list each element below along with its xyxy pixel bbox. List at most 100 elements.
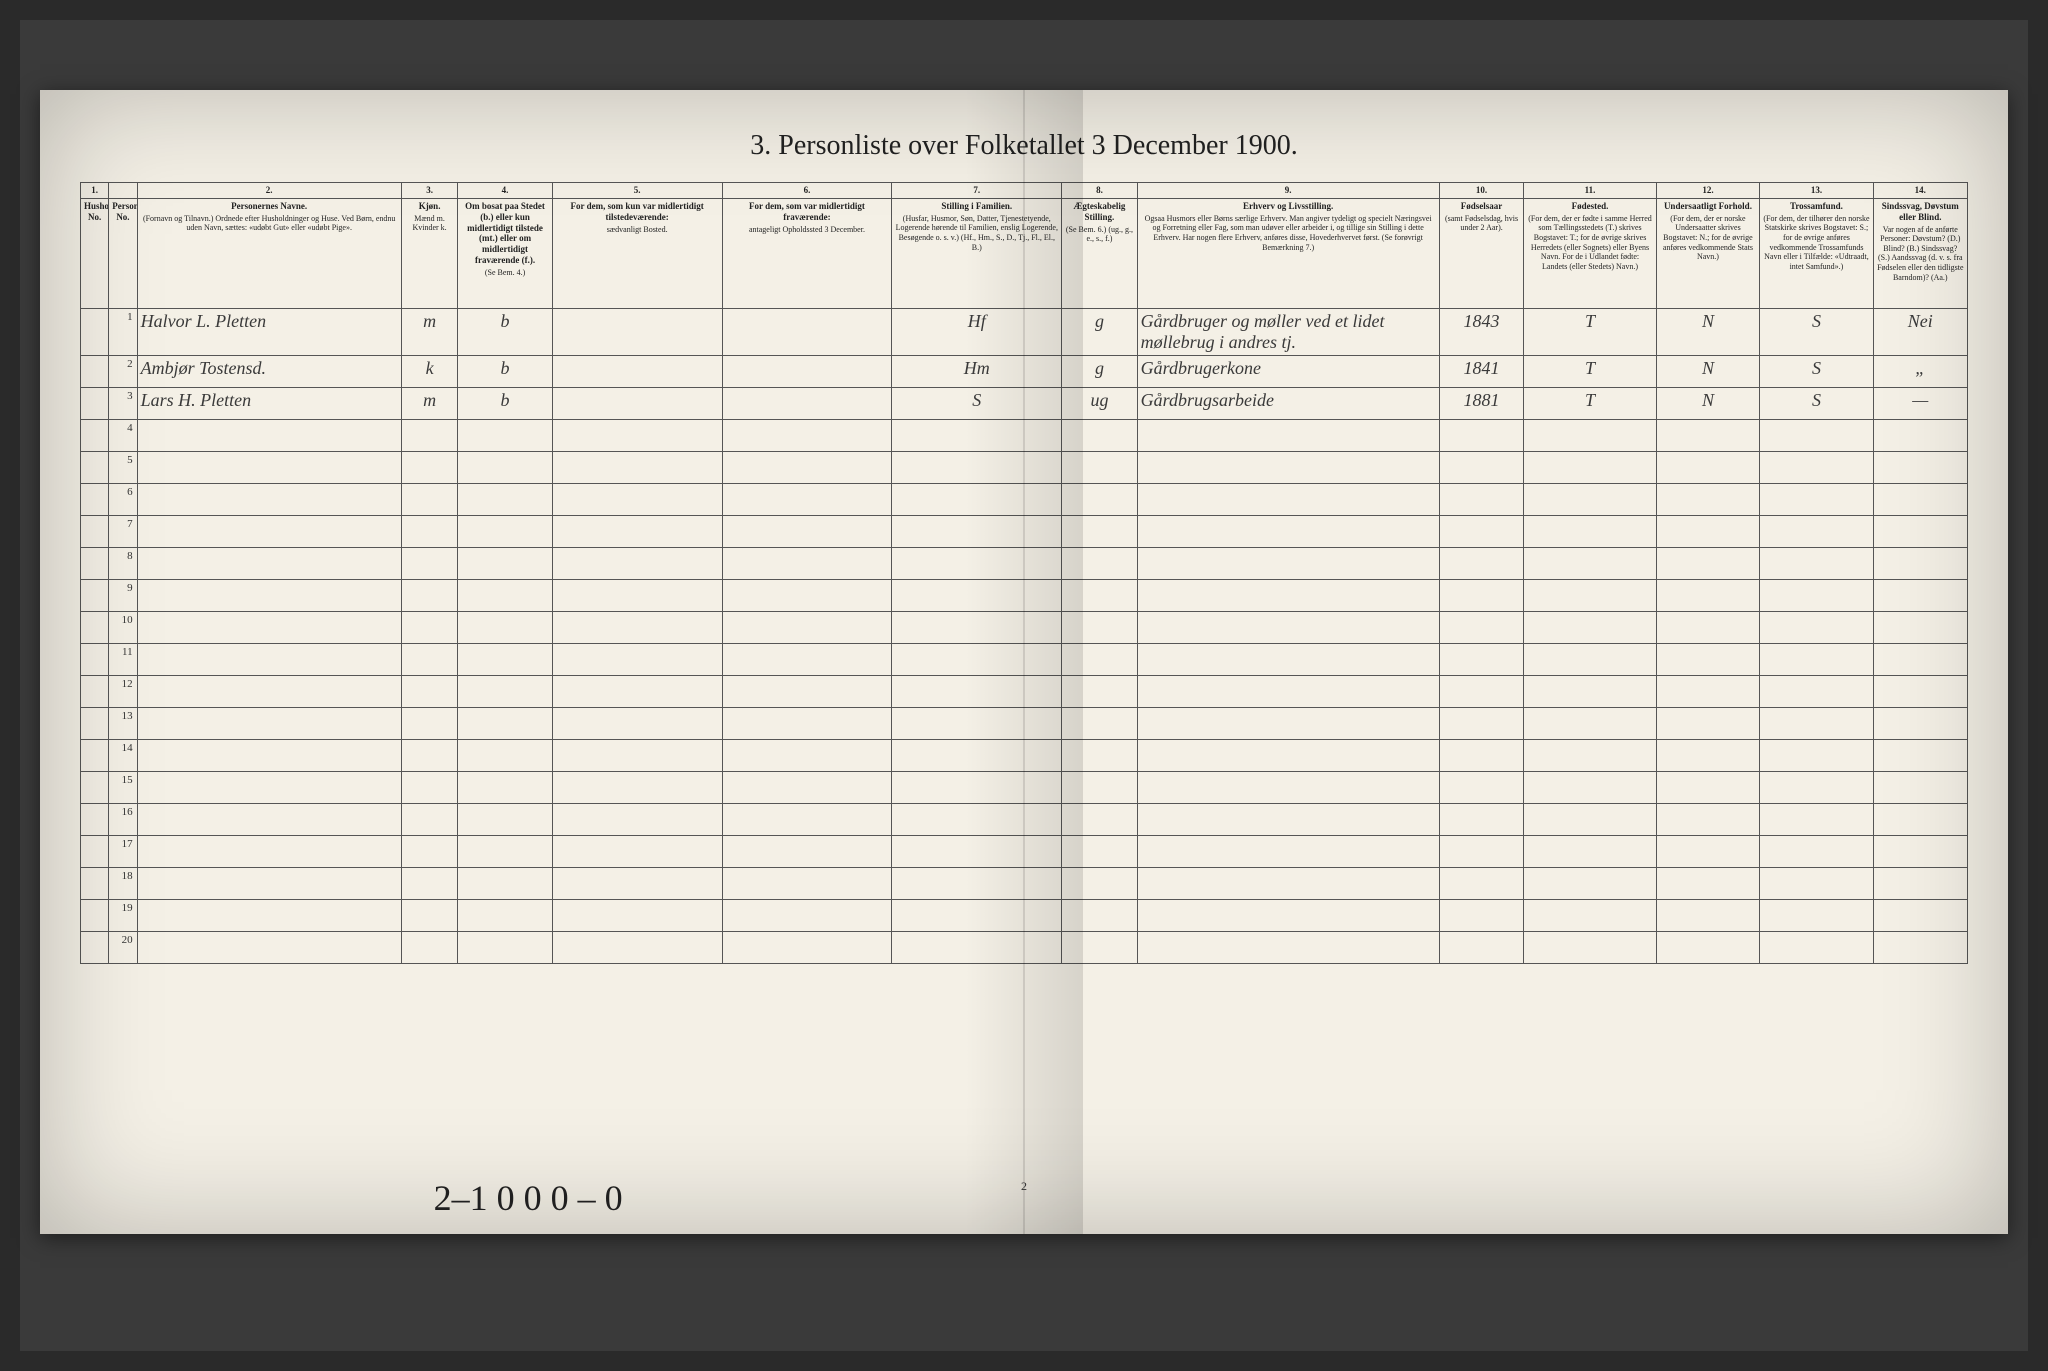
table-cell — [1873, 676, 1967, 708]
table-cell: 14 — [109, 740, 137, 772]
table-cell — [1137, 676, 1439, 708]
table-row: 10 — [81, 612, 1968, 644]
column-number: 2. — [137, 183, 401, 199]
table-cell — [1137, 740, 1439, 772]
table-cell — [1656, 772, 1760, 804]
table-cell — [1873, 420, 1967, 452]
table-cell — [1524, 868, 1656, 900]
column-number — [109, 183, 137, 199]
table-cell: 4 — [109, 420, 137, 452]
table-cell: 2 — [109, 356, 137, 388]
table-cell — [137, 548, 401, 580]
table-cell — [1137, 708, 1439, 740]
table-cell: Halvor L. Pletten — [137, 309, 401, 356]
table-cell — [552, 516, 722, 548]
column-number: 1. — [81, 183, 109, 199]
table-cell — [1656, 740, 1760, 772]
table-cell — [81, 516, 109, 548]
table-cell — [1873, 932, 1967, 964]
table-cell — [1524, 420, 1656, 452]
table-cell — [1873, 548, 1967, 580]
table-cell: 1841 — [1439, 356, 1524, 388]
table-cell — [892, 804, 1062, 836]
table-cell: T — [1524, 356, 1656, 388]
table-cell: 15 — [109, 772, 137, 804]
column-header: Undersaatligt Forhold.(For dem, der er n… — [1656, 199, 1760, 309]
table-cell — [552, 388, 722, 420]
table-cell — [892, 740, 1062, 772]
column-header: Stilling i Familien.(Husfar, Husmor, Søn… — [892, 199, 1062, 309]
table-cell — [552, 484, 722, 516]
table-cell: Lars H. Pletten — [137, 388, 401, 420]
table-cell — [1760, 516, 1873, 548]
table-cell — [1524, 452, 1656, 484]
table-cell: 8 — [109, 548, 137, 580]
table-cell — [1439, 932, 1524, 964]
table-cell — [1062, 932, 1137, 964]
table-cell — [892, 452, 1062, 484]
table-cell — [552, 708, 722, 740]
table-cell — [1760, 708, 1873, 740]
column-header: For dem, som var midlertidigt fraværende… — [722, 199, 892, 309]
table-cell — [1760, 452, 1873, 484]
column-number: 4. — [458, 183, 552, 199]
table-cell — [1873, 516, 1967, 548]
table-cell — [1439, 420, 1524, 452]
table-cell — [1760, 836, 1873, 868]
table-cell — [1062, 580, 1137, 612]
table-cell — [1439, 772, 1524, 804]
table-row: 4 — [81, 420, 1968, 452]
table-cell — [892, 548, 1062, 580]
column-header: Om bosat paa Stedet (b.) eller kun midle… — [458, 199, 552, 309]
table-cell — [81, 644, 109, 676]
table-cell — [1656, 644, 1760, 676]
table-cell — [81, 484, 109, 516]
table-cell — [458, 804, 552, 836]
table-cell — [1760, 868, 1873, 900]
table-row: 11 — [81, 644, 1968, 676]
table-cell — [722, 644, 892, 676]
column-number: 8. — [1062, 183, 1137, 199]
table-cell — [1439, 516, 1524, 548]
table-cell — [892, 836, 1062, 868]
table-cell — [722, 932, 892, 964]
table-cell — [1524, 772, 1656, 804]
table-cell — [1439, 676, 1524, 708]
table-cell — [1062, 900, 1137, 932]
table-cell — [1760, 804, 1873, 836]
table-cell — [1656, 708, 1760, 740]
table-cell — [552, 676, 722, 708]
table-cell — [401, 580, 458, 612]
table-cell — [722, 452, 892, 484]
table-cell — [1137, 804, 1439, 836]
table-cell: Hf — [892, 309, 1062, 356]
table-cell — [552, 548, 722, 580]
table-cell — [401, 900, 458, 932]
table-cell — [1062, 484, 1137, 516]
table-cell: Gårdbrugsarbeide — [1137, 388, 1439, 420]
table-cell — [552, 580, 722, 612]
table-cell — [458, 772, 552, 804]
table-cell — [1760, 548, 1873, 580]
table-cell: 18 — [109, 868, 137, 900]
table-cell — [1524, 644, 1656, 676]
table-cell — [1873, 836, 1967, 868]
table-cell: 16 — [109, 804, 137, 836]
table-cell — [722, 420, 892, 452]
table-row: 12 — [81, 676, 1968, 708]
column-header: Husholdningernes No. — [81, 199, 109, 309]
table-cell — [1137, 548, 1439, 580]
table-cell — [1524, 740, 1656, 772]
table-cell: g — [1062, 356, 1137, 388]
document-page: 3. Personliste over Folketallet 3 Decemb… — [40, 90, 2008, 1234]
table-row: 17 — [81, 836, 1968, 868]
table-row: 6 — [81, 484, 1968, 516]
column-header: Kjøn.Mænd m. Kvinder k. — [401, 199, 458, 309]
table-cell: 1843 — [1439, 309, 1524, 356]
table-cell — [1760, 420, 1873, 452]
table-row: 14 — [81, 740, 1968, 772]
table-cell: ug — [1062, 388, 1137, 420]
table-cell — [1439, 644, 1524, 676]
column-header: Personernes Navne.(Fornavn og Tilnavn.) … — [137, 199, 401, 309]
table-cell — [892, 708, 1062, 740]
